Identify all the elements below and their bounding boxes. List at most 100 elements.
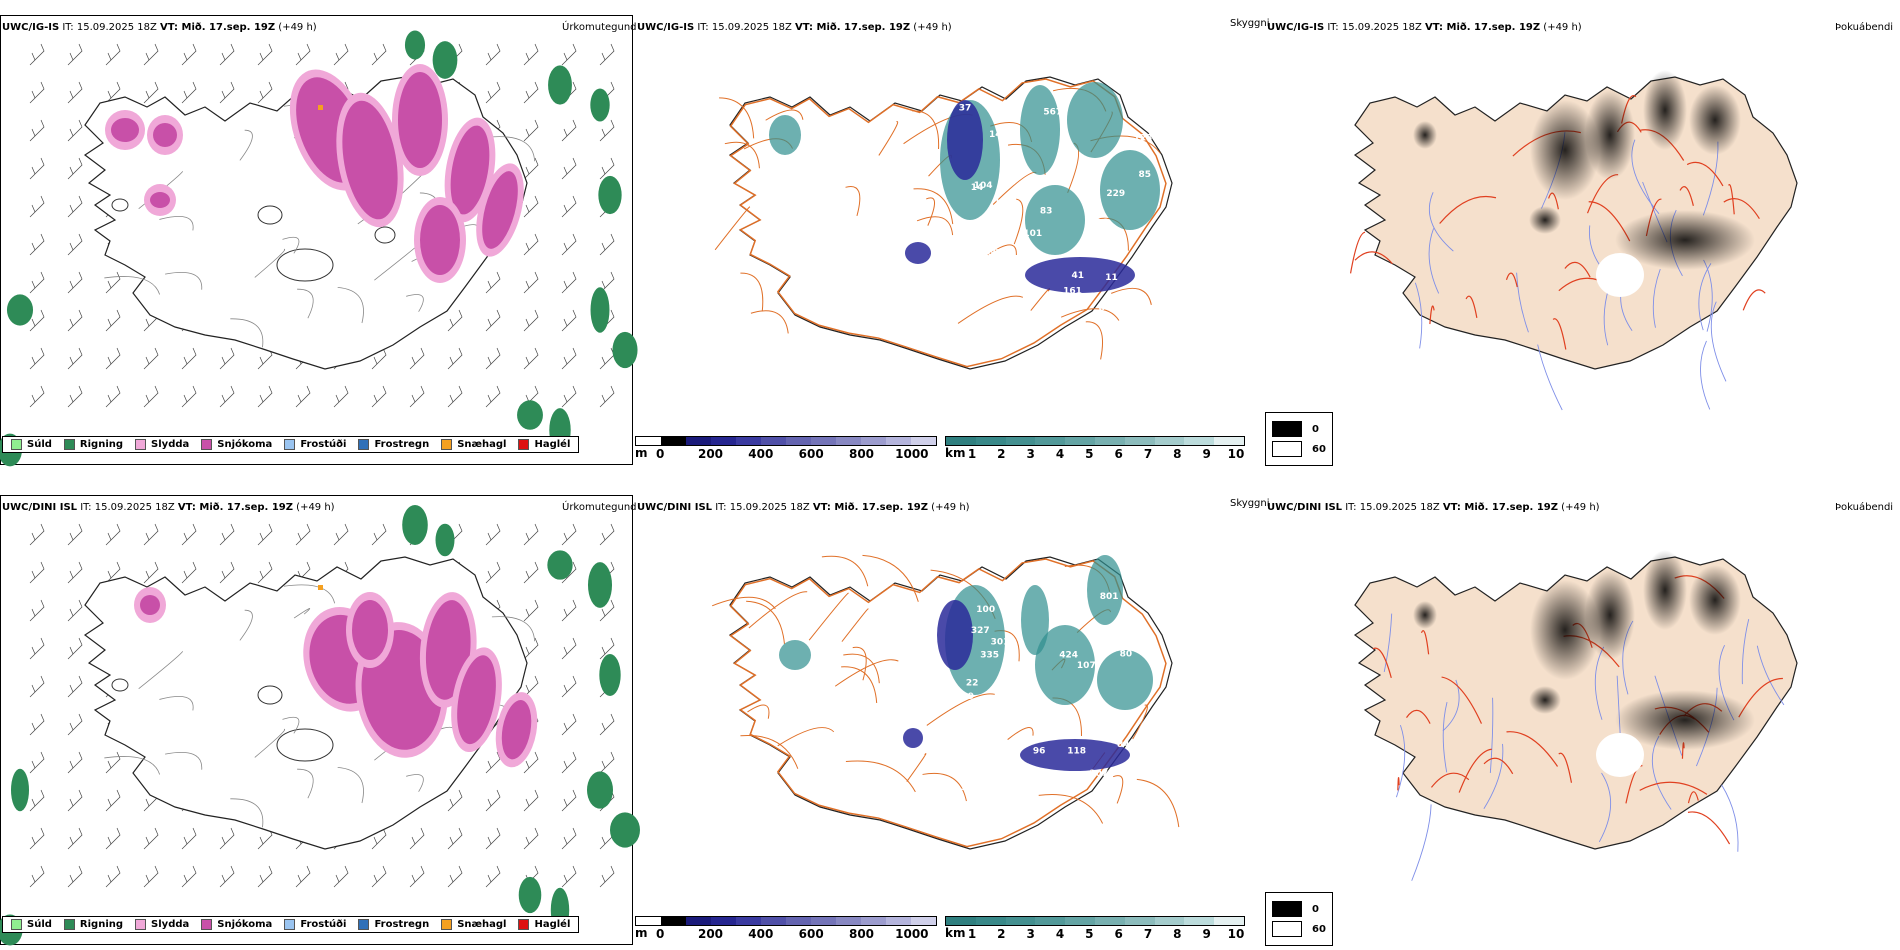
- low-cloud-area: [905, 242, 931, 264]
- colorbar-tick-label: 10: [1227, 447, 1245, 461]
- wind-barb: [561, 119, 577, 142]
- road: [138, 651, 184, 690]
- fog-swatch: [1272, 901, 1302, 917]
- river: [1428, 228, 1440, 294]
- road: [1625, 765, 1643, 804]
- cloud-base-label: 801: [1100, 592, 1119, 602]
- low-cloud-area: [1025, 257, 1135, 293]
- wind-barb: [485, 309, 501, 332]
- height-colorbar: 0 200 400 600 800 1000 m: [635, 436, 937, 461]
- road: [1564, 261, 1591, 278]
- road: [1465, 295, 1478, 318]
- road: [337, 766, 364, 804]
- glacier-outline: [257, 205, 283, 225]
- colorbar-tick-label: 1000: [895, 447, 929, 461]
- rain-area: [402, 505, 428, 545]
- wind-barb: [447, 309, 463, 332]
- road: [159, 696, 194, 711]
- legend-item: Haglél: [518, 439, 570, 450]
- wind-barb: [219, 865, 235, 888]
- legend-swatch: [284, 439, 296, 450]
- wind-barb: [561, 827, 577, 850]
- wind-barb: [67, 81, 83, 104]
- colorbar-tick-label: 400: [748, 447, 774, 461]
- snow-area: [482, 171, 518, 249]
- road: [1728, 183, 1735, 215]
- wind-barb: [67, 827, 83, 850]
- legend-label: Snæhagl: [457, 439, 507, 450]
- river: [1741, 618, 1750, 685]
- snow-area: [150, 192, 170, 208]
- legend-label: Snæhagl: [457, 919, 507, 930]
- rain-area: [517, 400, 543, 430]
- wind-barb: [219, 523, 235, 546]
- cloud-base-label: 37: [959, 103, 972, 113]
- road: [104, 276, 161, 295]
- wind-barb: [67, 309, 83, 332]
- cloud-base-label: 12: [1040, 787, 1053, 797]
- road: [740, 735, 799, 769]
- wind-barb: [371, 347, 387, 370]
- wind-barb: [67, 675, 83, 698]
- road: [1742, 289, 1766, 311]
- cloud-base-label: 335: [980, 651, 999, 661]
- colorbar-swatch: [1094, 917, 1125, 925]
- colorbar-swatch: [836, 917, 861, 925]
- snow-area: [501, 700, 532, 760]
- colorbar-ticks: 0 200 400 600 800 1000: [635, 926, 937, 941]
- road: [1038, 794, 1104, 824]
- rain-area: [598, 175, 622, 215]
- glacier-outline: [276, 728, 334, 762]
- colorbar-tick-label: 3: [1026, 927, 1035, 941]
- road: [1085, 321, 1104, 360]
- wind-barb: [67, 157, 83, 180]
- rain-area: [404, 30, 426, 60]
- panel-title: UWC/IG-IS IT: 15.09.2025 18Z VT: Mið. 17…: [2, 22, 317, 33]
- legend-swatch: [441, 439, 453, 450]
- rain-area: [590, 287, 610, 333]
- legend-swatch: [358, 439, 370, 450]
- wind-barb: [371, 523, 387, 546]
- snow-area: [153, 123, 177, 147]
- wind-barb: [67, 713, 83, 736]
- legend-swatch: [201, 919, 213, 930]
- legend-swatch: [201, 439, 213, 450]
- rain-area: [599, 654, 621, 696]
- colorbar-swatches: [635, 916, 937, 926]
- rain-area: [612, 331, 638, 369]
- wind-barb: [143, 385, 159, 408]
- wind-barb: [181, 827, 197, 850]
- rain-area: [518, 876, 542, 914]
- wind-barb: [67, 195, 83, 218]
- wind-barb: [219, 827, 235, 850]
- wind-barb: [143, 347, 159, 370]
- colorbar-swatch: [786, 917, 811, 925]
- wind-barb: [257, 81, 273, 104]
- wind-barb: [257, 385, 273, 408]
- road: [337, 286, 364, 324]
- colorbar-tick-label: 200: [697, 447, 724, 461]
- road: [1429, 305, 1435, 325]
- panel-type-label: Skyggni: [1230, 498, 1270, 509]
- road: [821, 555, 869, 587]
- init-time: IT: 15.09.2025 18Z: [1342, 502, 1443, 513]
- low-cloud-area: [947, 100, 983, 180]
- wind-barb: [105, 523, 121, 546]
- wind-barb: [599, 43, 615, 66]
- river: [1721, 784, 1739, 852]
- road: [841, 666, 878, 704]
- cloud-base-label: 567: [1043, 107, 1062, 117]
- fog-map: [1353, 550, 1798, 881]
- cloud-base-label: 107: [1077, 661, 1096, 671]
- colorbar-swatch: [975, 917, 1006, 925]
- road: [1406, 709, 1431, 724]
- cloud-base-label: 77: [1054, 591, 1067, 601]
- colorbar-tick-label: 1000: [895, 927, 929, 941]
- valid-time: VT: Mið. 17.sep. 19Z: [812, 502, 928, 513]
- wind-barb: [333, 523, 349, 546]
- wind-barb: [67, 119, 83, 142]
- river: [1395, 725, 1406, 798]
- wind-barb: [105, 561, 121, 584]
- colorbar-swatch: [1184, 437, 1215, 445]
- legend-item: Rigning: [63, 439, 123, 450]
